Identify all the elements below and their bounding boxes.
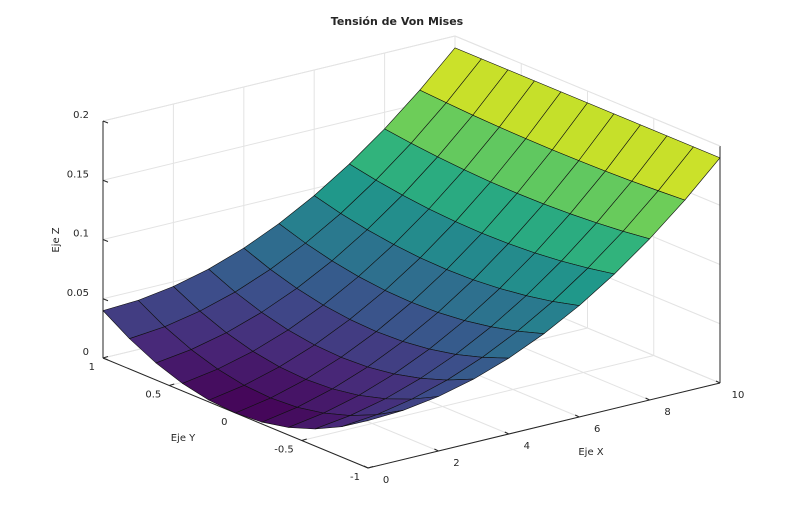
z-tick-label: 0.2 — [73, 110, 89, 121]
tick-mark — [645, 397, 650, 401]
chart-title: Tensión de Von Mises — [331, 15, 464, 28]
tick-mark — [434, 448, 439, 452]
grid-line — [102, 94, 456, 181]
y-tick-label: 0.5 — [145, 390, 161, 401]
z-tick-label: 0.15 — [67, 169, 89, 180]
x-tick-label: 4 — [524, 441, 530, 452]
z-tick-label: 0.05 — [67, 288, 89, 299]
y-tick-label: 1 — [89, 362, 95, 373]
axis-line — [367, 382, 721, 469]
tick-mark — [504, 431, 510, 435]
tick-mark — [102, 357, 109, 361]
grid-line — [301, 355, 654, 441]
tick-mark — [102, 179, 109, 183]
tick-mark — [301, 438, 307, 441]
tick-mark — [102, 356, 109, 359]
z-axis-label: Eje Z — [51, 227, 62, 252]
axis-line — [102, 35, 456, 122]
x-tick-label: 8 — [664, 407, 670, 418]
x-tick-label: 2 — [453, 458, 459, 469]
z-tick-label: 0.1 — [73, 229, 89, 240]
tick-mark — [102, 239, 109, 242]
tick-mark — [102, 120, 109, 124]
surface-patch — [341, 410, 404, 427]
x-tick-label: 10 — [732, 390, 745, 401]
tick-mark — [102, 298, 109, 302]
tick-mark — [715, 380, 721, 384]
x-tick-label: 6 — [594, 424, 600, 435]
tick-mark — [367, 466, 374, 469]
tick-mark — [363, 465, 369, 469]
y-tick-label: -1 — [350, 472, 360, 483]
axis-line — [454, 35, 721, 147]
x-tick-label: 0 — [383, 475, 389, 486]
z-tick-label: 0 — [83, 347, 89, 358]
tick-mark — [169, 383, 175, 386]
y-axis-label: Eje Y — [171, 433, 196, 444]
y-tick-label: 0 — [221, 417, 227, 428]
x-axis-label: Eje X — [578, 447, 603, 458]
y-tick-label: -0.5 — [274, 445, 294, 456]
tick-mark — [574, 414, 580, 418]
